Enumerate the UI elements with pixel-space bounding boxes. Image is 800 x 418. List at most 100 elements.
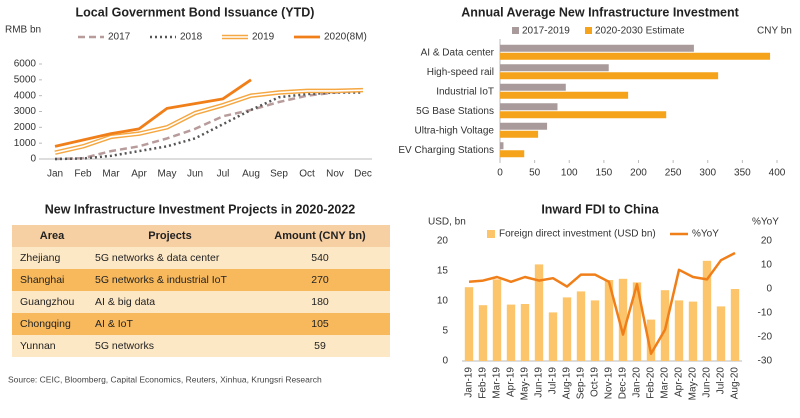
- x-tick-label: Sep: [270, 169, 288, 180]
- bar: [500, 91, 629, 99]
- bar: [500, 142, 504, 150]
- x-tick-label: Aug-20: [730, 367, 741, 400]
- line-inner: [54, 89, 364, 154]
- table-cell: AI & big data: [95, 296, 155, 308]
- x-tick-label: 350: [734, 168, 751, 179]
- bar: [500, 103, 558, 111]
- bar: [500, 72, 719, 80]
- bar: [506, 304, 516, 361]
- x-tick-label: May: [158, 169, 177, 180]
- source: Source: CEIC, Bloomberg, Capital Economi…: [8, 374, 322, 384]
- x-tick-label: 50: [529, 168, 541, 179]
- y-tick-label: AI & Data center: [421, 47, 495, 58]
- y-tick-label: Ultra-high Voltage: [415, 125, 495, 136]
- table-row: [12, 335, 390, 357]
- unit-label: CNY bn: [757, 26, 792, 37]
- x-tick-label: Mar-19: [492, 367, 503, 399]
- y2-tick-label: -10: [758, 308, 773, 319]
- y-tick-label: 5000: [14, 74, 37, 85]
- x-tick-label: Mar: [102, 169, 120, 180]
- legend-swatch: [585, 27, 592, 34]
- column-header: Area: [40, 230, 65, 242]
- table-cell: Shanghai: [20, 274, 64, 286]
- y-tick-label: 3000: [14, 106, 37, 117]
- bar: [576, 291, 586, 361]
- table-cell: Yunnan: [20, 340, 56, 352]
- x-tick-label: 100: [561, 168, 578, 179]
- table-row: [12, 313, 390, 335]
- chart-title: Inward FDI to China: [541, 202, 659, 216]
- bar: [674, 300, 684, 361]
- y2-tick-label: 0: [766, 284, 772, 295]
- y2-tick-label: 10: [761, 260, 773, 271]
- y-tick-label: 5: [442, 326, 448, 337]
- table-cell: 5G networks & data center: [95, 252, 220, 264]
- legend-label: 2020(8M): [324, 32, 367, 43]
- column-header: Projects: [148, 230, 191, 242]
- x-tick-label: Jul-20: [716, 367, 727, 395]
- legend-swatch: [512, 27, 519, 34]
- x-tick-label: 250: [665, 168, 682, 179]
- y2-tick-label: -30: [758, 356, 773, 367]
- bar: [534, 264, 544, 361]
- bar: [702, 260, 712, 361]
- x-tick-label: Jan: [47, 169, 63, 180]
- y-tick-label: 10: [437, 296, 449, 307]
- x-tick-label: Jan-20: [632, 367, 643, 398]
- bar: [604, 280, 614, 361]
- legend-label: 2017-2019: [522, 26, 570, 37]
- x-tick-label: Nov-19: [604, 367, 615, 400]
- x-tick-label: Jun: [187, 169, 203, 180]
- y-tick-label: 2000: [14, 122, 37, 133]
- x-tick-label: 0: [497, 168, 503, 179]
- bar: [500, 150, 525, 158]
- y-tick-label: EV Charging Stations: [398, 145, 494, 156]
- y-axis-label: USD, bn: [428, 217, 466, 228]
- x-tick-label: Oct: [299, 169, 315, 180]
- x-tick-label: Feb-19: [478, 367, 489, 399]
- bar: [500, 130, 539, 138]
- x-tick-label: Feb-20: [646, 367, 657, 399]
- table-row: [12, 247, 390, 269]
- x-tick-label: 150: [596, 168, 613, 179]
- y-tick-label: 0: [30, 154, 36, 165]
- x-tick-label: Apr-19: [506, 367, 517, 397]
- y-tick-label: 6000: [14, 59, 37, 70]
- bar: [730, 289, 740, 361]
- bar: [632, 282, 642, 361]
- bar: [562, 297, 572, 361]
- x-tick-label: Jun-19: [534, 367, 545, 398]
- x-tick-label: Jan-19: [464, 367, 475, 398]
- chart-title: Local Government Bond Issuance (YTD): [76, 5, 315, 19]
- line: [54, 91, 363, 161]
- bar: [500, 83, 566, 91]
- x-tick-label: Nov: [326, 169, 344, 180]
- y-tick-label: 15: [437, 266, 449, 277]
- bar: [500, 64, 609, 72]
- table-cell: 59: [314, 340, 326, 352]
- y2-axis-label: %YoY: [752, 217, 779, 228]
- legend-label: 2019: [252, 32, 275, 43]
- table-row: [12, 291, 390, 313]
- legend-label: Foreign direct investment (USD bn): [499, 229, 656, 240]
- legend-label: 2020-2030 Estimate: [595, 26, 685, 37]
- y-tick-label: 5G Base Stations: [416, 106, 494, 117]
- x-tick-label: Jul: [217, 169, 230, 180]
- table-cell: 540: [311, 252, 329, 264]
- table-cell: Guangzhou: [20, 296, 74, 308]
- table-cell: 5G networks: [95, 340, 154, 352]
- y-tick-label: 4000: [14, 90, 37, 101]
- legend-swatch: [487, 230, 495, 238]
- chart-title: Annual Average New Infrastructure Invest…: [461, 5, 739, 19]
- y2-tick-label: 20: [761, 236, 773, 247]
- y-axis-label: RMB bn: [5, 25, 41, 36]
- x-tick-label: Sep-19: [576, 367, 587, 400]
- bar: [464, 287, 474, 361]
- bar: [716, 306, 726, 361]
- x-tick-label: Aug-19: [562, 367, 573, 400]
- x-tick-label: Dec: [354, 169, 372, 180]
- bar: [500, 52, 771, 60]
- x-tick-label: Dec-19: [618, 367, 629, 400]
- bar: [618, 278, 628, 361]
- table-cell: 180: [311, 296, 329, 308]
